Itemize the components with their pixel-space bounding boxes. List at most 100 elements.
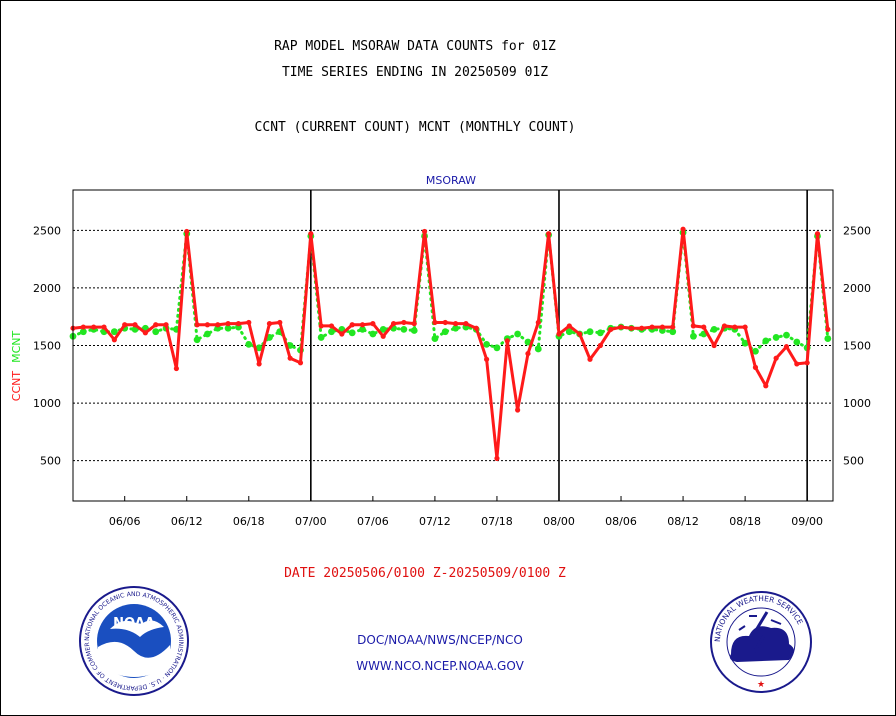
y-axis-label: CCNT MCNT [10,331,23,402]
y-tick-label-right: 1000 [843,397,871,410]
ccnt-point [318,323,324,329]
mcnt-point [783,331,790,339]
ccnt-point [525,350,531,357]
ccnt-point [783,344,790,350]
y-tick-label-left: 1500 [33,340,61,353]
mcnt-point [824,335,832,342]
ccnt-point [359,322,366,328]
ccnt-point [814,231,821,237]
date-range-label: DATE 20250506/0100 Z-20250509/0100 Z [284,566,566,581]
mcnt-point [772,334,780,341]
ccnt-point [463,321,469,327]
mcnt-point [452,324,459,332]
mcnt-point [493,344,501,352]
x-tick-label: 09/00 [791,515,823,528]
x-tick-label: 07/18 [481,515,513,528]
ccnt-point [442,319,448,326]
noaa-logo-text: NOAA [113,616,155,631]
x-tick-label: 08/00 [543,515,575,528]
footer-line-1: DOC/NOAA/NWS/NCEP/NCO [357,633,523,647]
ccnt-point [504,338,510,344]
ccnt-point [370,321,376,327]
mcnt-point [586,328,594,336]
grid-layer [73,229,833,462]
x-tick-label: 08/06 [605,515,637,528]
ccnt-point [390,321,397,327]
ccnt-point [587,356,593,362]
ccnt-point [649,324,655,330]
mcnt-point [379,325,387,333]
ccnt-point [91,324,97,330]
ccnt-point [287,355,293,361]
mcnt-point [565,328,573,336]
ccnt-point [163,322,169,328]
ccnt-point [639,325,645,331]
x-tick-label: 06/18 [233,515,265,528]
mcnt-point [369,330,377,338]
ccnt-point [556,331,562,337]
y-axis-label-mcnt: MCNT [10,331,23,363]
ccnt-point [349,322,355,328]
ccnt-point [184,228,190,235]
ccnt-point [142,330,148,336]
ccnt-point [421,228,428,235]
ccnt-point [711,342,717,349]
mcnt-point [596,329,604,337]
ccnt-point [339,331,345,337]
mcnt-point [255,344,263,352]
ccnt-point [773,355,779,361]
ccnt-point [752,364,759,370]
ccnt-point [670,324,676,330]
mcnt-point [762,337,770,345]
mcnt-point [359,325,366,333]
footer-line-2: WWW.NCO.NCEP.NOAA.GOV [356,659,524,673]
ccnt-point [80,324,86,330]
ccnt-point [473,325,479,331]
mcnt-point [752,347,759,355]
mcnt-point [431,335,439,342]
ccnt-point [111,337,117,343]
ccnt-point [452,321,459,327]
ccnt-point [721,323,728,329]
mcnt-point [410,327,418,334]
noaa-logo: NOAA NATIONAL OCEANIC AND ATMOSPHERIC AD… [78,585,189,696]
ccnt-point [308,231,314,237]
ccnt-point [411,321,417,327]
mcnt-point [193,336,201,344]
ccnt-point [297,360,304,366]
mcnt-point [204,330,211,338]
nws-logo: ★ NATIONAL WEATHER SERVICE [710,591,812,693]
mcnt-point [690,332,697,340]
mcnt-point [328,328,335,336]
mcnt-point [793,338,801,346]
y-tick-label-left: 2500 [33,224,61,237]
title-line-2: TIME SERIES ENDING IN 20250509 01Z [281,65,549,80]
ccnt-point [680,226,686,232]
x-tick-label: 08/12 [667,515,699,528]
mcnt-point [152,328,160,336]
ccnt-point [246,319,252,326]
mcnt-point [441,328,449,336]
x-tick-label: 06/12 [171,515,203,528]
mcnt-point [348,329,356,337]
ccnt-point [659,324,665,330]
ccnt-point [256,361,262,367]
ccnt-point [328,323,335,329]
ccnt-point [122,322,128,328]
mcnt-point [224,324,232,332]
ccnt-point [235,321,242,327]
mcnt-point [483,340,491,348]
y-tick-label-left: 500 [40,455,61,468]
ccnt-point [804,360,810,366]
y-tick-label-left: 2000 [33,282,61,295]
ccnt-point [194,322,200,328]
ccnt-point [101,324,107,330]
ccnt-point [432,319,438,326]
x-tick-label: 07/00 [295,515,327,528]
ccnt-point [225,321,231,327]
plot-frame [72,189,834,502]
x-tick-label: 07/06 [357,515,389,528]
title-line-3: CCNT (CURRENT COUNT) MCNT (MONTHLY COUNT… [254,120,576,135]
y-tick-label-right: 500 [843,455,864,468]
ccnt-point [277,319,283,326]
